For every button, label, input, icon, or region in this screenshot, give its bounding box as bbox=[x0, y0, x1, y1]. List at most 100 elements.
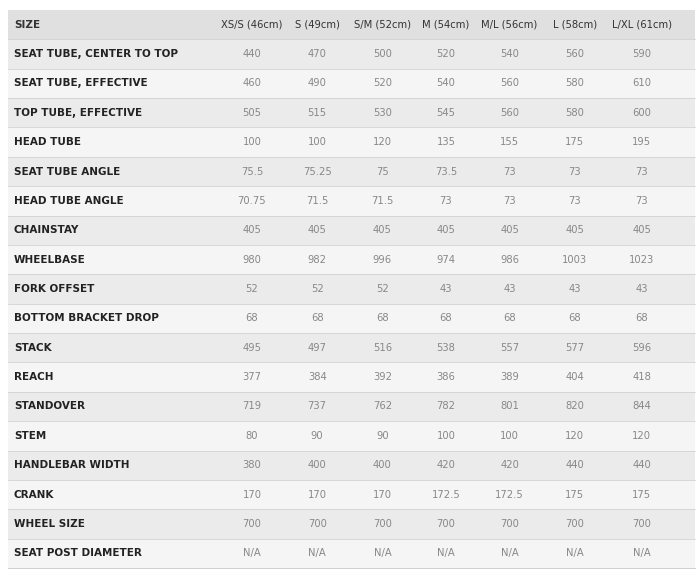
Bar bbox=[8, 362, 695, 392]
Text: L/XL (61cm): L/XL (61cm) bbox=[612, 20, 672, 29]
Text: 120: 120 bbox=[373, 137, 392, 147]
Text: N/A: N/A bbox=[633, 549, 650, 558]
Text: XS/S (46cm): XS/S (46cm) bbox=[221, 20, 283, 29]
Text: 580: 580 bbox=[566, 79, 584, 88]
Text: WHEELBASE: WHEELBASE bbox=[14, 255, 85, 265]
Text: 515: 515 bbox=[307, 108, 327, 118]
Text: 172.5: 172.5 bbox=[432, 490, 461, 499]
Text: 90: 90 bbox=[376, 431, 389, 441]
Text: 70.75: 70.75 bbox=[237, 196, 266, 206]
Text: S (49cm): S (49cm) bbox=[295, 20, 340, 29]
Text: 170: 170 bbox=[308, 490, 327, 499]
Text: 100: 100 bbox=[500, 431, 519, 441]
Bar bbox=[8, 333, 695, 362]
Text: 43: 43 bbox=[636, 284, 648, 294]
Text: 73: 73 bbox=[636, 166, 648, 176]
Bar bbox=[8, 10, 695, 39]
Text: 155: 155 bbox=[500, 137, 519, 147]
Text: FORK OFFSET: FORK OFFSET bbox=[14, 284, 94, 294]
Text: 68: 68 bbox=[503, 313, 516, 323]
Text: TOP TUBE, EFFECTIVE: TOP TUBE, EFFECTIVE bbox=[14, 108, 142, 118]
Text: SEAT POST DIAMETER: SEAT POST DIAMETER bbox=[14, 549, 142, 558]
Text: 73.5: 73.5 bbox=[435, 166, 457, 176]
Text: STANDOVER: STANDOVER bbox=[14, 402, 85, 412]
Text: 719: 719 bbox=[242, 402, 261, 412]
Text: 175: 175 bbox=[565, 137, 584, 147]
Text: 490: 490 bbox=[308, 79, 327, 88]
Text: 520: 520 bbox=[437, 49, 456, 59]
Text: 52: 52 bbox=[311, 284, 323, 294]
Text: 505: 505 bbox=[242, 108, 261, 118]
Bar bbox=[8, 480, 695, 509]
Text: 596: 596 bbox=[632, 343, 651, 353]
Text: 71.5: 71.5 bbox=[306, 196, 328, 206]
Text: 500: 500 bbox=[373, 49, 392, 59]
Text: 120: 120 bbox=[632, 431, 651, 441]
Text: 540: 540 bbox=[500, 49, 519, 59]
Text: 175: 175 bbox=[632, 490, 651, 499]
Text: 392: 392 bbox=[373, 372, 392, 382]
Text: 405: 405 bbox=[632, 225, 651, 235]
Text: L (58cm): L (58cm) bbox=[553, 20, 597, 29]
Text: 68: 68 bbox=[440, 313, 452, 323]
Text: SEAT TUBE ANGLE: SEAT TUBE ANGLE bbox=[14, 166, 120, 176]
Text: 100: 100 bbox=[242, 137, 261, 147]
Text: SIZE: SIZE bbox=[14, 20, 40, 29]
Text: 405: 405 bbox=[308, 225, 327, 235]
Bar bbox=[8, 509, 695, 539]
Bar bbox=[8, 245, 695, 275]
Text: N/A: N/A bbox=[243, 549, 261, 558]
Text: 470: 470 bbox=[308, 49, 327, 59]
Text: SEAT TUBE, CENTER TO TOP: SEAT TUBE, CENTER TO TOP bbox=[14, 49, 178, 59]
Text: 982: 982 bbox=[308, 255, 327, 265]
Text: REACH: REACH bbox=[14, 372, 53, 382]
Text: BOTTOM BRACKET DROP: BOTTOM BRACKET DROP bbox=[14, 313, 159, 323]
Bar bbox=[8, 392, 695, 421]
Text: 980: 980 bbox=[242, 255, 261, 265]
Bar bbox=[8, 421, 695, 450]
Text: 135: 135 bbox=[437, 137, 456, 147]
Text: 100: 100 bbox=[308, 137, 327, 147]
Text: N/A: N/A bbox=[374, 549, 391, 558]
Text: 75.25: 75.25 bbox=[303, 166, 332, 176]
Text: 782: 782 bbox=[437, 402, 456, 412]
Text: N/A: N/A bbox=[437, 549, 455, 558]
Text: 80: 80 bbox=[246, 431, 258, 441]
Bar bbox=[8, 69, 695, 98]
Text: M (54cm): M (54cm) bbox=[422, 20, 470, 29]
Text: 495: 495 bbox=[242, 343, 261, 353]
Text: 801: 801 bbox=[500, 402, 519, 412]
Text: 590: 590 bbox=[632, 49, 651, 59]
Text: 73: 73 bbox=[568, 196, 581, 206]
Text: 1003: 1003 bbox=[562, 255, 587, 265]
Text: 580: 580 bbox=[566, 108, 584, 118]
Text: 73: 73 bbox=[503, 166, 516, 176]
Text: 73: 73 bbox=[440, 196, 452, 206]
Text: 974: 974 bbox=[437, 255, 456, 265]
Text: 1023: 1023 bbox=[629, 255, 655, 265]
Text: 170: 170 bbox=[373, 490, 392, 499]
Text: 52: 52 bbox=[376, 284, 389, 294]
Text: 100: 100 bbox=[437, 431, 456, 441]
Bar bbox=[8, 157, 695, 186]
Text: 175: 175 bbox=[565, 490, 584, 499]
Text: 43: 43 bbox=[440, 284, 452, 294]
Text: 73: 73 bbox=[568, 166, 581, 176]
Text: M/L (56cm): M/L (56cm) bbox=[482, 20, 538, 29]
Text: 170: 170 bbox=[242, 490, 261, 499]
Text: HEAD TUBE: HEAD TUBE bbox=[14, 137, 81, 147]
Text: 43: 43 bbox=[568, 284, 581, 294]
Text: WHEEL SIZE: WHEEL SIZE bbox=[14, 519, 85, 529]
Text: 405: 405 bbox=[437, 225, 456, 235]
Text: 560: 560 bbox=[500, 108, 519, 118]
Bar bbox=[8, 128, 695, 157]
Text: 90: 90 bbox=[311, 431, 323, 441]
Text: CRANK: CRANK bbox=[14, 490, 55, 499]
Text: 700: 700 bbox=[373, 519, 392, 529]
Text: 71.5: 71.5 bbox=[371, 196, 393, 206]
Text: 700: 700 bbox=[308, 519, 327, 529]
Text: HANDLEBAR WIDTH: HANDLEBAR WIDTH bbox=[14, 460, 130, 470]
Text: 600: 600 bbox=[632, 108, 651, 118]
Text: 75: 75 bbox=[376, 166, 389, 176]
Text: 68: 68 bbox=[311, 313, 323, 323]
